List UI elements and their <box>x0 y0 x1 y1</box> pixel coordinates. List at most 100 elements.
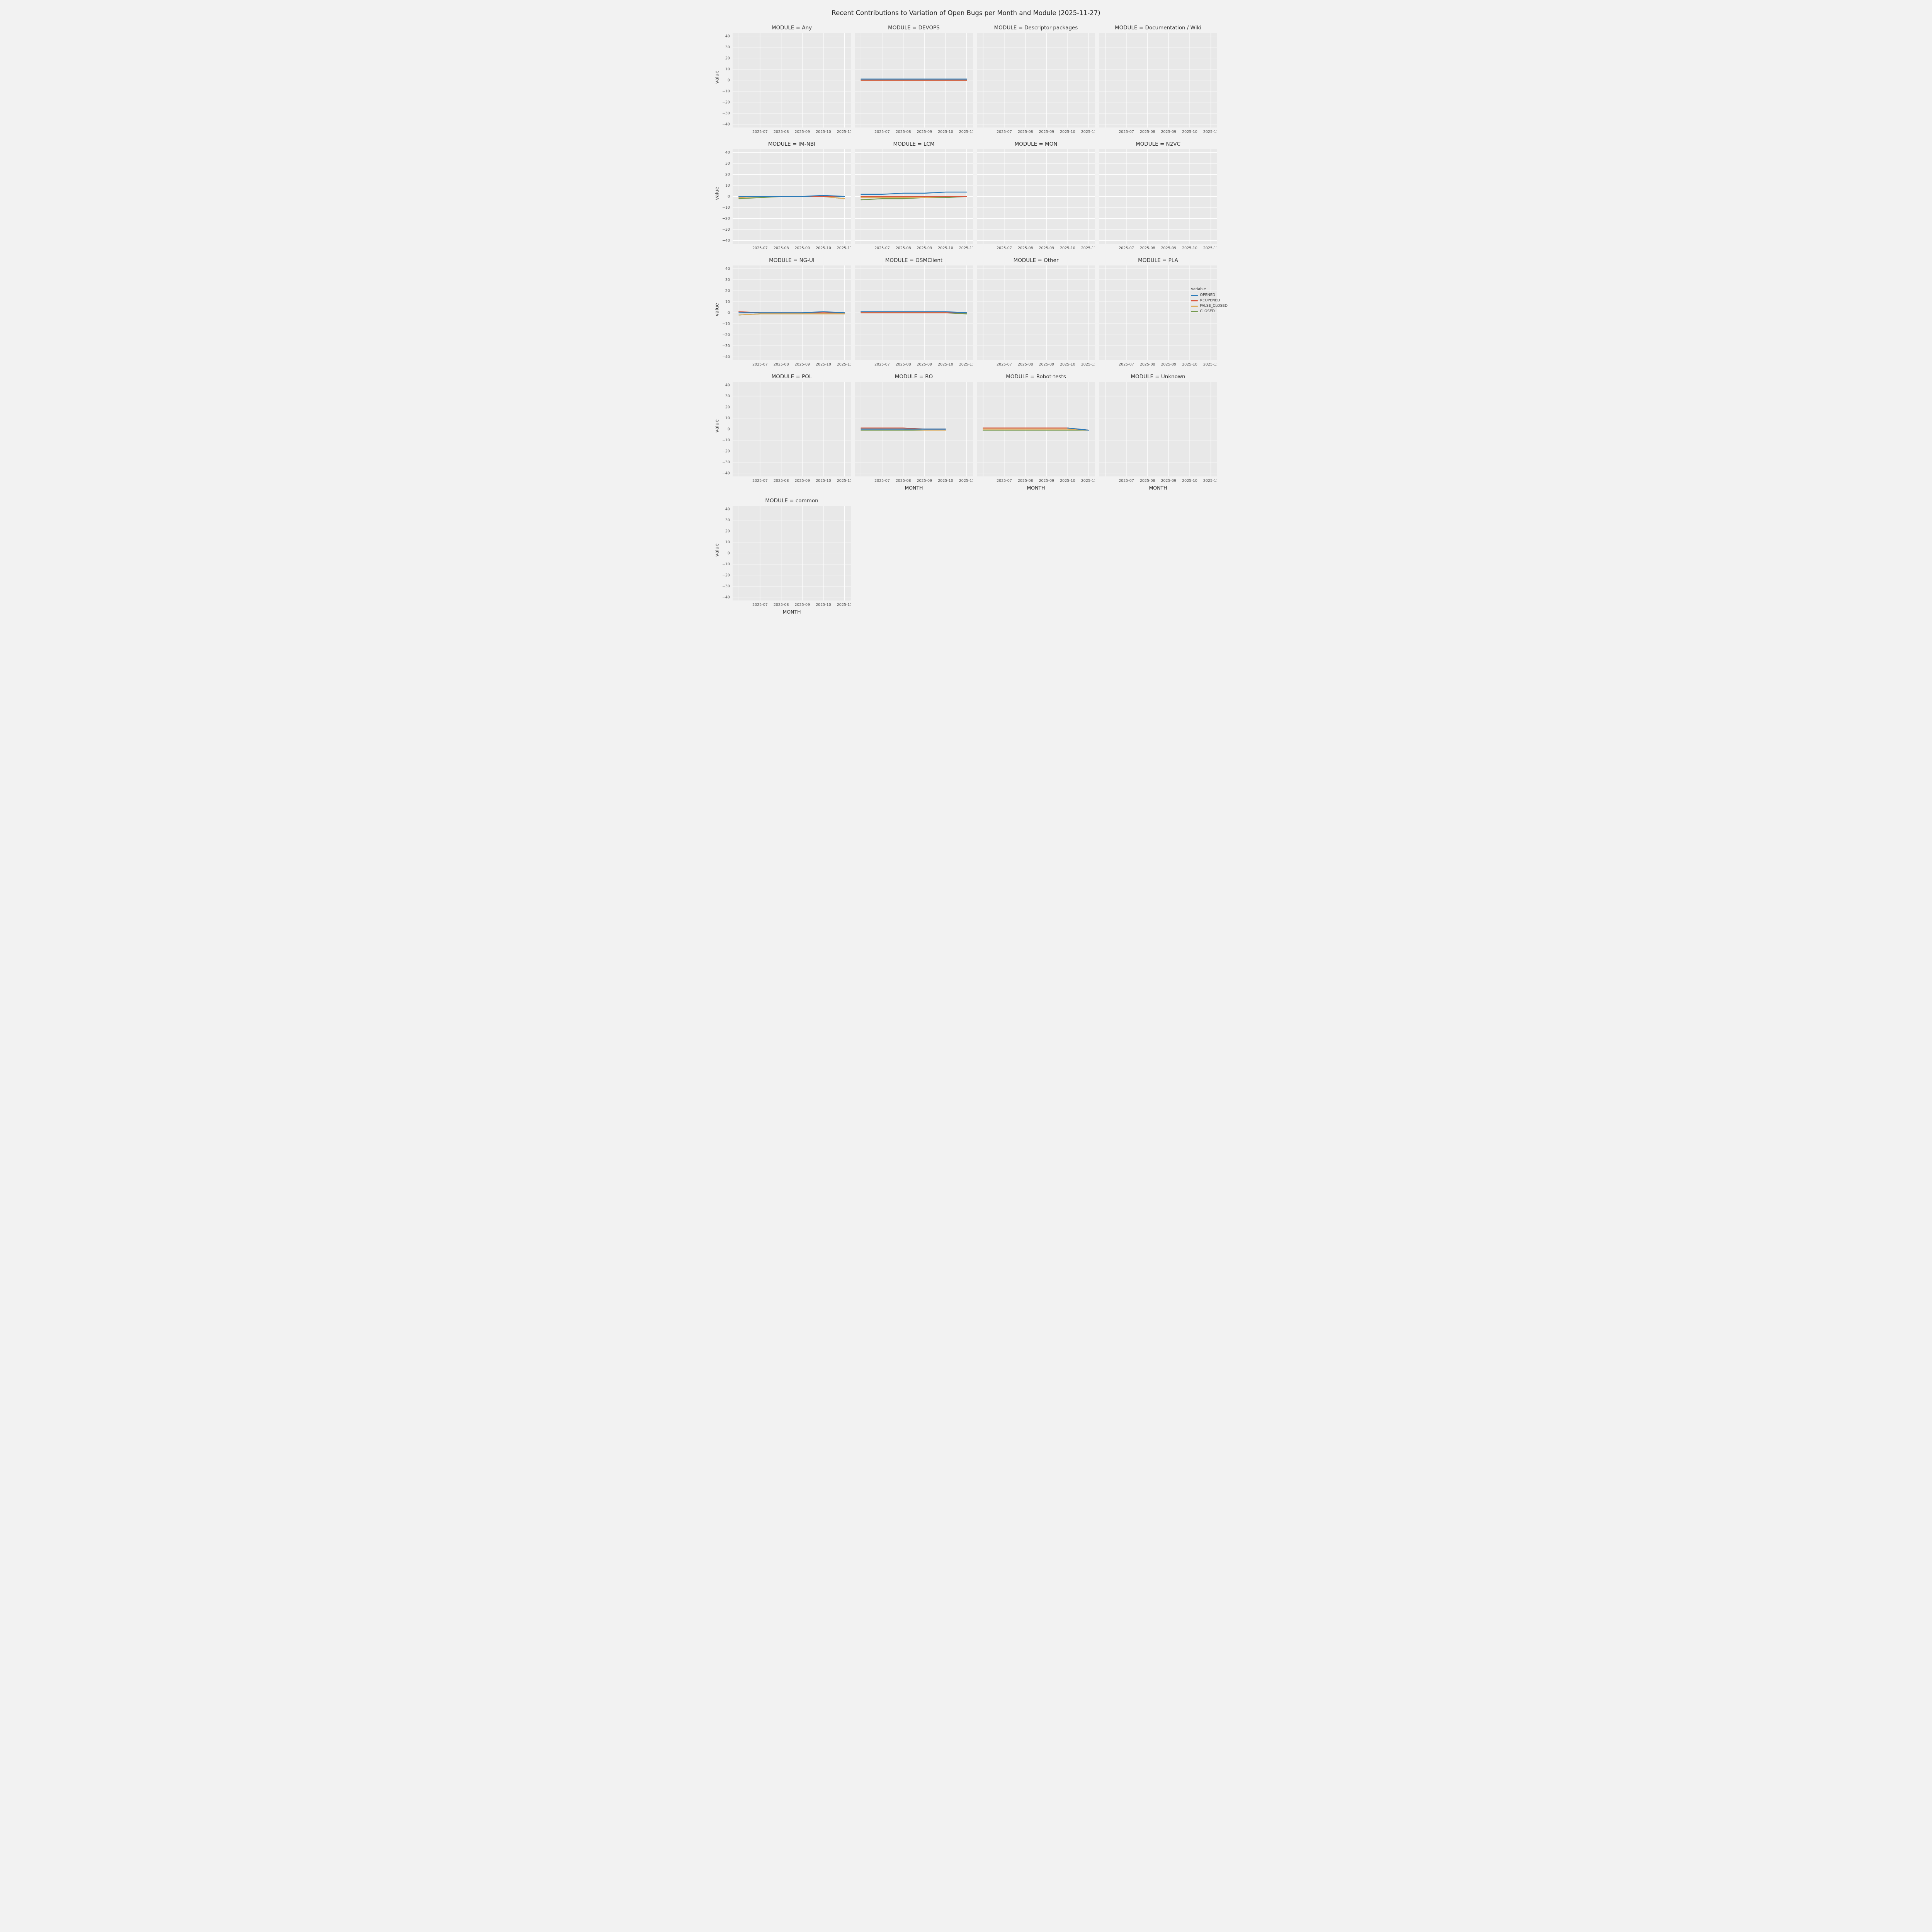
x-tick-label: 2025-09 <box>1161 362 1176 367</box>
x-tick-label: 2025-11 <box>1203 362 1217 367</box>
facet-title: MODULE = NG-UI <box>769 257 815 264</box>
y-tick-label: 0 <box>728 195 730 199</box>
facet-title: MODULE = POL <box>771 374 812 380</box>
x-tick-label: 2025-07 <box>1119 246 1134 250</box>
y-tick-label: −40 <box>722 122 730 127</box>
y-tick-label: 10 <box>725 300 730 304</box>
x-tick-label: 2025-09 <box>1161 479 1176 483</box>
y-axis-label: value <box>714 186 720 200</box>
y-tick-label: 40 <box>725 383 730 388</box>
x-tick-label: 2025-08 <box>774 362 789 367</box>
y-tick-label: −10 <box>722 322 730 326</box>
facet-plot: 2025-07 2025-08 2025-09 2025-10 2025-11 <box>855 382 973 483</box>
x-tick-label: 2025-07 <box>752 130 768 134</box>
y-tick-label: −20 <box>722 217 730 221</box>
x-tick-label: 2025-07 <box>997 479 1012 483</box>
x-tick-label: 2025-08 <box>774 130 789 134</box>
x-tick-label: 2025-08 <box>896 479 911 483</box>
x-tick-label: 2025-08 <box>1140 362 1155 367</box>
x-tick-label: 2025-11 <box>1081 479 1095 483</box>
facet-n2vc: MODULE = N2VC 2025-07 2025-08 2025-09 2025-1… <box>1099 140 1217 252</box>
facet-robot-tests: MODULE = Robot-tests 2025-07 2025-08 2025-0… <box>977 372 1095 493</box>
x-tick-label: 2025-09 <box>794 479 810 483</box>
facet-title: MODULE = common <box>765 498 818 504</box>
x-tick-label: 2025-09 <box>917 246 932 250</box>
facet-title: MODULE = MON <box>1014 141 1058 147</box>
facet-plot: −40 −30 −20 −10 0 10 20 30 40 2025-07 2025-08 2025-… <box>722 382 851 483</box>
x-tick-label: 2025-08 <box>1140 479 1155 483</box>
y-tick-label: 10 <box>725 416 730 420</box>
x-tick-label: 2025-10 <box>1060 130 1075 134</box>
x-tick-label: 2025-11 <box>837 479 851 483</box>
series-line-false_closed <box>738 313 845 316</box>
x-tick-label: 2025-08 <box>1018 479 1033 483</box>
legend-swatch <box>1191 305 1198 307</box>
facet-title: MODULE = N2VC <box>1136 141 1180 147</box>
facet-title: MODULE = Unknown <box>1131 374 1185 380</box>
facet-title: MODULE = RO <box>895 374 933 380</box>
facet-im-nbi: MODULE = IM-NBI −40 −30 −20 −10 0 10 20 30 40 2025… <box>714 140 851 252</box>
y-axis-label: value <box>714 419 720 432</box>
x-tick-label: 2025-10 <box>816 130 831 134</box>
y-tick-label: 40 <box>725 507 730 512</box>
x-tick-label: 2025-09 <box>917 479 932 483</box>
legend-item-false_closed: FALSE_CLOSED <box>1191 303 1228 309</box>
y-tick-label: 10 <box>725 184 730 188</box>
x-tick-label: 2025-11 <box>1203 479 1217 483</box>
x-tick-label: 2025-10 <box>1060 479 1075 483</box>
y-tick-label: 20 <box>725 405 730 410</box>
x-tick-label: 2025-08 <box>1018 130 1033 134</box>
legend-swatch <box>1191 300 1198 301</box>
x-tick-label: 2025-07 <box>1119 479 1134 483</box>
x-tick-label: 2025-10 <box>938 130 953 134</box>
facet-pla: MODULE = PLA 2025-07 2025-08 2025-09 2025-10… <box>1099 256 1217 369</box>
x-tick-label: 2025-07 <box>874 130 890 134</box>
x-tick-label: 2025-07 <box>997 362 1012 367</box>
facet-plot: 2025-07 2025-08 2025-09 2025-10 2025-11 <box>977 149 1095 250</box>
y-tick-label: −10 <box>722 438 730 442</box>
facet-other: MODULE = Other 2025-07 2025-08 2025-09 2025-… <box>977 256 1095 369</box>
y-tick-label: −20 <box>722 449 730 454</box>
series-line-opened <box>738 311 845 313</box>
series-line-opened <box>738 195 845 197</box>
x-tick-label: 2025-11 <box>959 362 973 367</box>
x-tick-label: 2025-11 <box>1203 246 1217 250</box>
y-tick-label: 40 <box>725 267 730 271</box>
x-tick-label: 2025-08 <box>896 246 911 250</box>
x-tick-label: 2025-10 <box>1060 362 1075 367</box>
x-tick-label: 2025-11 <box>837 603 851 607</box>
facet-any: MODULE = Any −40 −30 −20 −10 0 10 20 30 40 2025-07… <box>714 24 851 136</box>
legend-item-reopened: REOPENED <box>1191 298 1228 303</box>
facet-ng-ui: MODULE = NG-UI −40 −30 −20 −10 0 10 20 30 40 2025-… <box>714 256 851 369</box>
x-tick-label: 2025-11 <box>1081 246 1095 250</box>
facet-plot: 2025-07 2025-08 2025-09 2025-10 2025-11 <box>977 382 1095 483</box>
facet-title: MODULE = Descriptor-packages <box>994 25 1078 31</box>
x-tick-label: 2025-09 <box>794 130 810 134</box>
x-tick-label: 2025-08 <box>774 246 789 250</box>
legend-label: OPENED <box>1200 293 1216 297</box>
facet-title: MODULE = Any <box>771 25 812 31</box>
facet-ro: MODULE = RO 2025-07 2025-08 2025-09 2025-10 2… <box>855 372 973 493</box>
facet-plot: 2025-07 2025-08 2025-09 2025-10 2025-11 <box>1099 265 1217 367</box>
x-tick-label: 2025-09 <box>1039 130 1054 134</box>
facet-plot: −40 −30 −20 −10 0 10 20 30 40 2025-07 2025-08 2025-… <box>722 149 851 250</box>
x-tick-label: 2025-07 <box>874 362 890 367</box>
facet-plot: 2025-07 2025-08 2025-09 2025-10 2025-11 <box>855 265 973 367</box>
x-tick-label: 2025-11 <box>1081 362 1095 367</box>
x-tick-label: 2025-07 <box>1119 130 1134 134</box>
facet-devops: MODULE = DEVOPS 2025-07 2025-08 2025-09 2025… <box>855 24 973 136</box>
y-tick-label: −40 <box>722 355 730 359</box>
x-tick-label: 2025-10 <box>816 603 831 607</box>
series-line-closed <box>861 196 967 201</box>
x-axis-label: MONTH <box>1149 485 1167 491</box>
facet-title: MODULE = LCM <box>893 141 935 147</box>
y-tick-label: −30 <box>722 228 730 232</box>
y-tick-label: 40 <box>725 34 730 39</box>
x-tick-label: 2025-08 <box>1140 246 1155 250</box>
y-tick-label: −30 <box>722 460 730 464</box>
y-tick-label: −10 <box>722 562 730 566</box>
facet-osmclient: MODULE = OSMClient 2025-07 2025-08 2025-09 2… <box>855 256 973 369</box>
x-tick-label: 2025-08 <box>774 603 789 607</box>
x-tick-label: 2025-09 <box>917 362 932 367</box>
facet-lcm: MODULE = LCM 2025-07 2025-08 2025-09 2025-10… <box>855 140 973 252</box>
